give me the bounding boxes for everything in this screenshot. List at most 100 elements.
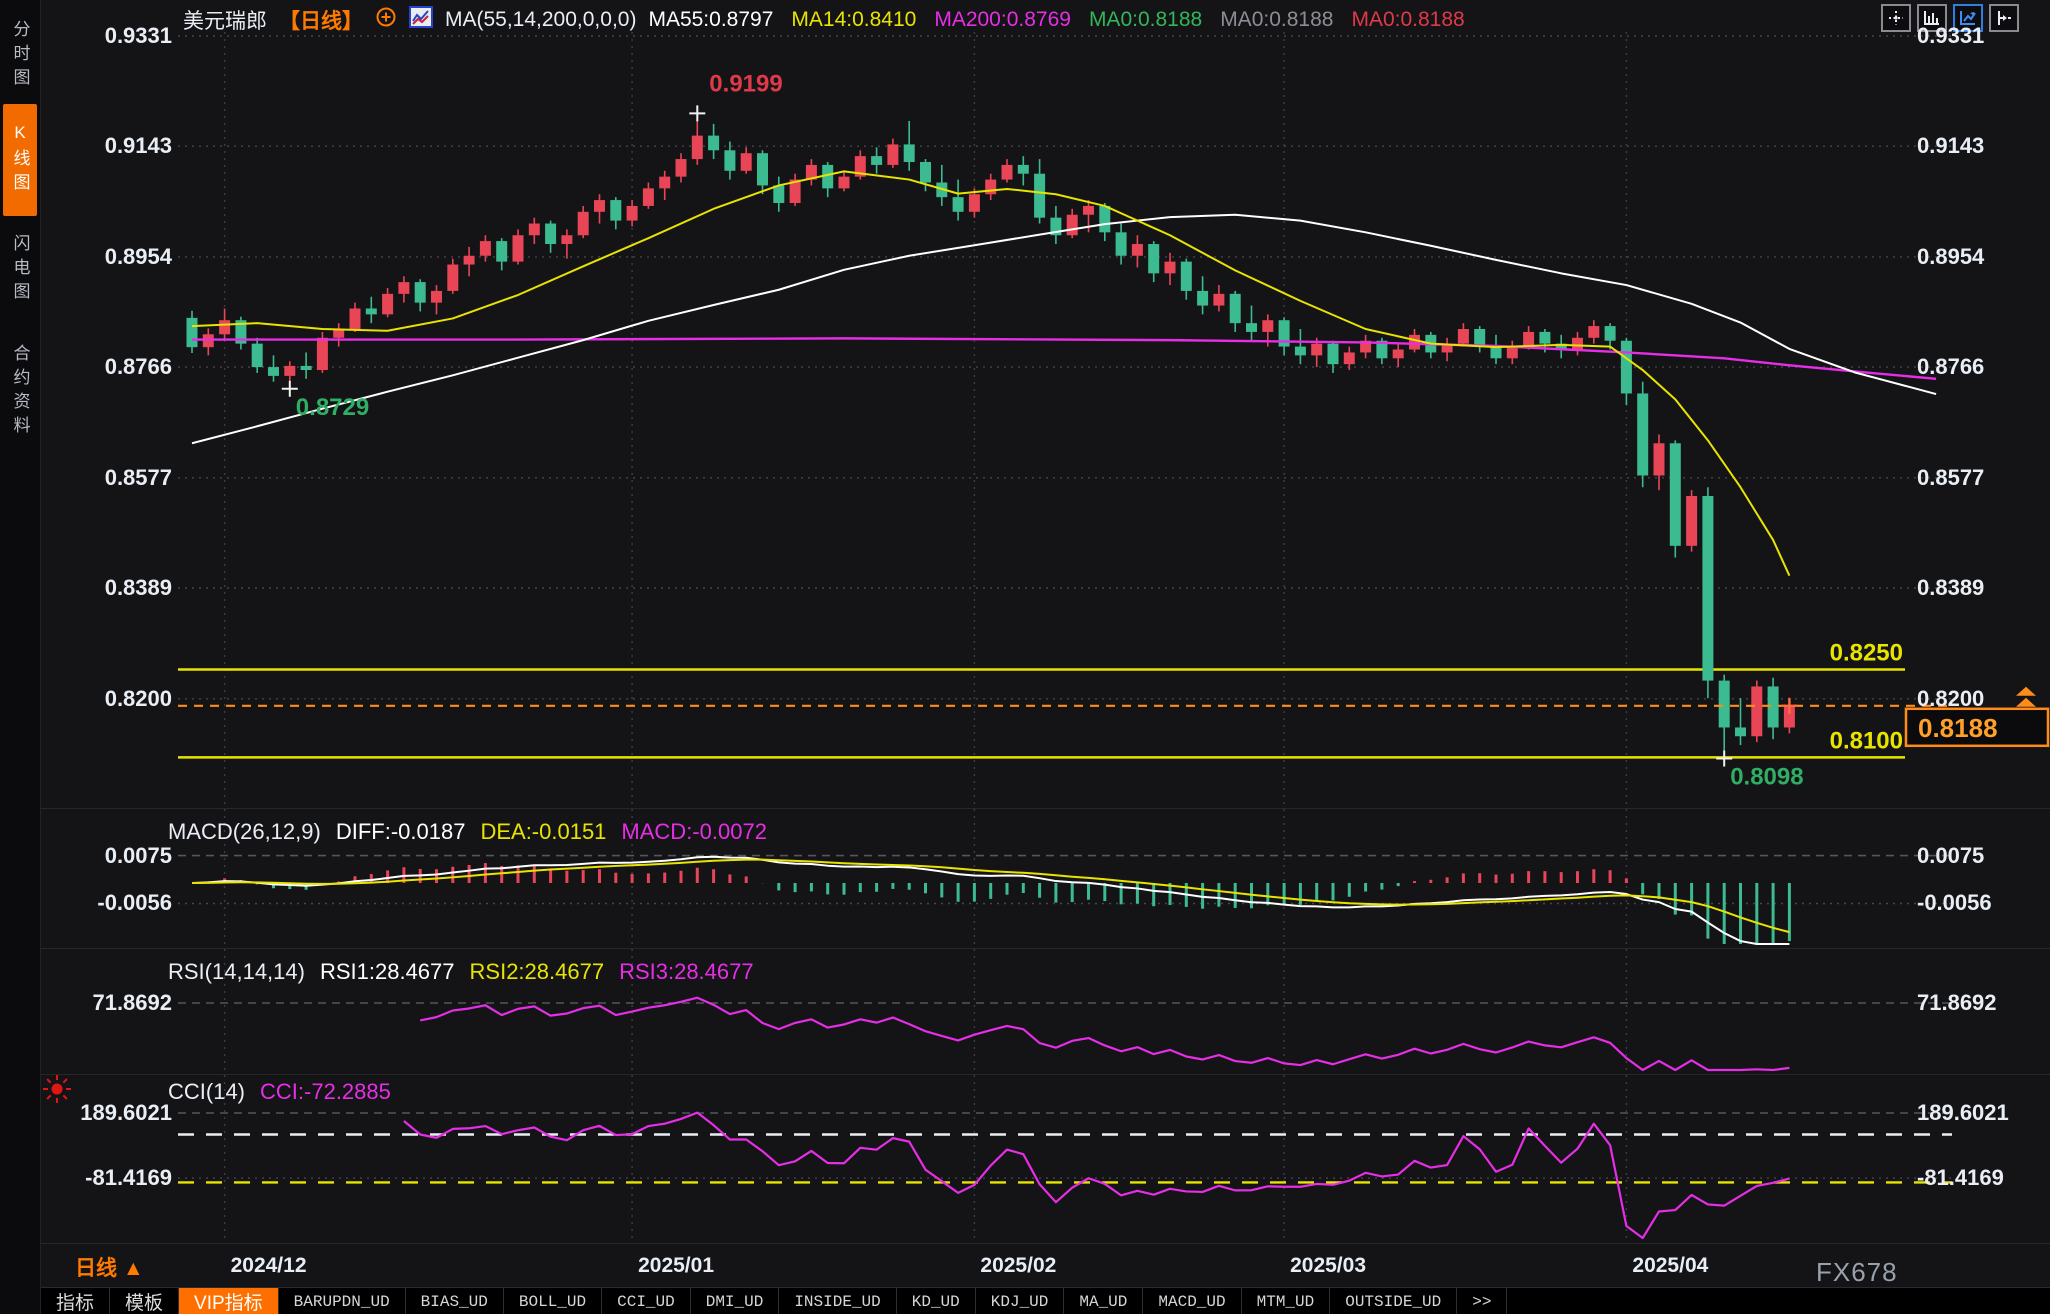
price-tick-left: 0.8577 [104, 464, 172, 490]
toolbar-item-barupdnud[interactable]: BARUPDN_UD [279, 1288, 406, 1314]
date-axis-label: 2025/04 [1632, 1254, 1709, 1277]
ma-line-ma14 [191, 170, 1791, 577]
cci-line [403, 1111, 1790, 1240]
ma-values: MA55:0.8797 MA14:0.8410 MA200:0.8769 MA0:0.… [648, 8, 1464, 32]
cci-title: CCI(14) [168, 1079, 246, 1104]
toolbar-item-[interactable]: 模板 [110, 1288, 180, 1314]
toolbar-item-insideud[interactable]: INSIDE_UD [779, 1288, 897, 1314]
price-tick-left: 0.8389 [104, 575, 172, 600]
ma-value-3: MA200:0.8769 [934, 8, 1071, 31]
rsi-line [419, 996, 1790, 1072]
indicator-toolbar: 指标 模板 VIP指标 BARUPDN_UD BIAS_UD BOLL_UD CCI_UD D… [41, 1287, 2050, 1314]
svg-text:0.8188: 0.8188 [1918, 713, 1998, 743]
price-tick-right: 0.8954 [1917, 243, 1985, 269]
pan-crosshair-icon[interactable] [1881, 4, 1911, 32]
macd-header: MACD(26,12,9) DIFF:-0.0187 DEA:-0.0151 MAC… [168, 819, 767, 845]
price-tick-right: 0.9331 [1917, 23, 1985, 48]
rsi-header: RSI(14,14,14) RSI1:28.4677 RSI2:28.4677 RS… [168, 959, 754, 985]
sidebar-tab-2[interactable]: K线图 [3, 104, 37, 216]
toolbar-item-[interactable]: 指标 [41, 1288, 111, 1314]
macd-tick-right: -0.0056 [1917, 890, 1992, 916]
date-axis-label: 2025/01 [638, 1254, 715, 1277]
date-axis-label: 2024/12 [230, 1254, 307, 1277]
svg-text:0.8100: 0.8100 [1830, 727, 1903, 754]
rsi-title: RSI(14,14,14) [168, 959, 305, 984]
rsi-tick-right: 71.8692 [1917, 990, 1997, 1015]
sidebar-tab-4[interactable]: 合约资料 [10, 344, 30, 440]
toolbar-item-kdjud[interactable]: KDJ_UD [976, 1288, 1065, 1314]
ma-value-5: MA0:0.8188 [1220, 8, 1334, 31]
ma-value-4: MA0:0.8188 [1088, 8, 1203, 31]
price-tick-left: 0.8954 [104, 243, 172, 269]
chart-toolbar-icons [1881, 4, 2019, 32]
mini-chart-icon[interactable] [409, 6, 433, 34]
price-tick-left: 0.8766 [104, 354, 172, 380]
candles[interactable] [186, 113, 1795, 759]
date-axis-label: 2025/02 [980, 1254, 1057, 1277]
period-tag: 【日线】 [279, 10, 363, 33]
last-price-marker: 0.8188 [178, 686, 2050, 748]
cci-header: CCI(14) CCI:-72.2885 [168, 1079, 391, 1105]
toolbar-item-macdud[interactable]: MACD_UD [1143, 1288, 1242, 1314]
macd-diff-line [191, 855, 1790, 945]
toolbar-item-outsideud[interactable]: OUTSIDE_UD [1330, 1288, 1458, 1314]
price-tick-right: 0.8200 [1917, 685, 1985, 711]
sidebar-tab-1[interactable]: 分时图 [10, 20, 30, 92]
toolbar-item-kdud[interactable]: KD_UD [897, 1288, 976, 1314]
panel-switch-icon[interactable] [1989, 4, 2019, 32]
macd-histogram [206, 863, 1791, 944]
toolbar-item-mtmud[interactable]: MTM_UD [1242, 1288, 1331, 1314]
indicator-value: DEA:-0.0151 [480, 819, 607, 844]
toolbar-item-biasud[interactable]: BIAS_UD [406, 1288, 504, 1314]
toolbar-item-vip[interactable]: VIP指标 [179, 1288, 279, 1314]
price-tick-right: 0.8577 [1917, 464, 1985, 490]
drawing-tool-marker-icon[interactable] [43, 1075, 71, 1103]
cci-tick-left: 189.6021 [80, 1100, 172, 1125]
bar-chart-icon[interactable] [1917, 4, 1947, 32]
period-selector[interactable]: 日线 ▲ [75, 1252, 144, 1282]
swing-annotations: 0.9199 0.8729 0.8098 [281, 70, 1804, 791]
toolbar-item->>[interactable]: >> [1457, 1288, 1508, 1314]
price-tick-left: 0.8200 [104, 685, 172, 711]
price-tick-right: 0.9143 [1917, 133, 1985, 159]
watermark: FX678 [1816, 1257, 1898, 1287]
price-tick-right: 0.8766 [1917, 354, 1985, 380]
ma-value-6: MA0:0.8188 [1351, 8, 1465, 31]
price-tick-left: 0.9331 [104, 23, 172, 48]
macd-title: MACD(26,12,9) [168, 819, 321, 844]
symbol-name: 美元瑞郎 [183, 10, 267, 33]
indicator-value: CCI:-72.2885 [260, 1079, 391, 1104]
svg-text:0.8098: 0.8098 [1730, 764, 1803, 791]
rsi-tick-left: 71.8692 [92, 990, 172, 1015]
line-chart-icon[interactable] [1953, 4, 1983, 32]
macd-dea-line [191, 858, 1790, 934]
indicator-value: RSI2:28.4677 [469, 959, 605, 984]
circle-plus-icon[interactable] [375, 6, 397, 34]
toolbar-item-dmiud[interactable]: DMI_UD [691, 1288, 780, 1314]
cci-tick-right: -81.4169 [1917, 1165, 2004, 1191]
sidebar-tab-3[interactable]: 闪电图 [10, 234, 30, 306]
period-label: 日线 [75, 1257, 117, 1280]
svg-text:0.8250: 0.8250 [1830, 639, 1903, 666]
svg-text:0.9199: 0.9199 [709, 70, 782, 97]
cci-tick-right: 189.6021 [1917, 1100, 2009, 1125]
toolbar-item-cciud[interactable]: CCI_UD [602, 1288, 691, 1314]
svg-text:0.8729: 0.8729 [296, 394, 369, 421]
ma-settings: MA(55,14,200,0,0,0) [445, 8, 637, 31]
chart-header: 美元瑞郎 【日线】 MA(55,14,200,0,0,0) MA55:0.879… [183, 5, 1465, 35]
macd-tick-left: -0.0056 [97, 890, 172, 916]
ma-line-ma55 [191, 213, 1937, 445]
drawn-hlines[interactable]: 0.8250 0.8100 [178, 639, 1905, 759]
toolbar-item-bollud[interactable]: BOLL_UD [504, 1288, 603, 1314]
indicator-value: DIFF:-0.0187 [335, 819, 466, 844]
macd-tick-right: 0.0075 [1917, 842, 1985, 868]
macd-tick-left: 0.0075 [104, 842, 172, 868]
chart-type-sidebar: 分时图 K线图闪电图合约资料 [0, 0, 41, 1314]
indicator-value: RSI3:28.4677 [619, 959, 754, 984]
cci-tick-left: -81.4169 [85, 1165, 172, 1191]
period-arrow-icon: ▲ [122, 1257, 144, 1280]
toolbar-item-maud[interactable]: MA_UD [1064, 1288, 1144, 1314]
price-tick-left: 0.9143 [104, 133, 172, 159]
